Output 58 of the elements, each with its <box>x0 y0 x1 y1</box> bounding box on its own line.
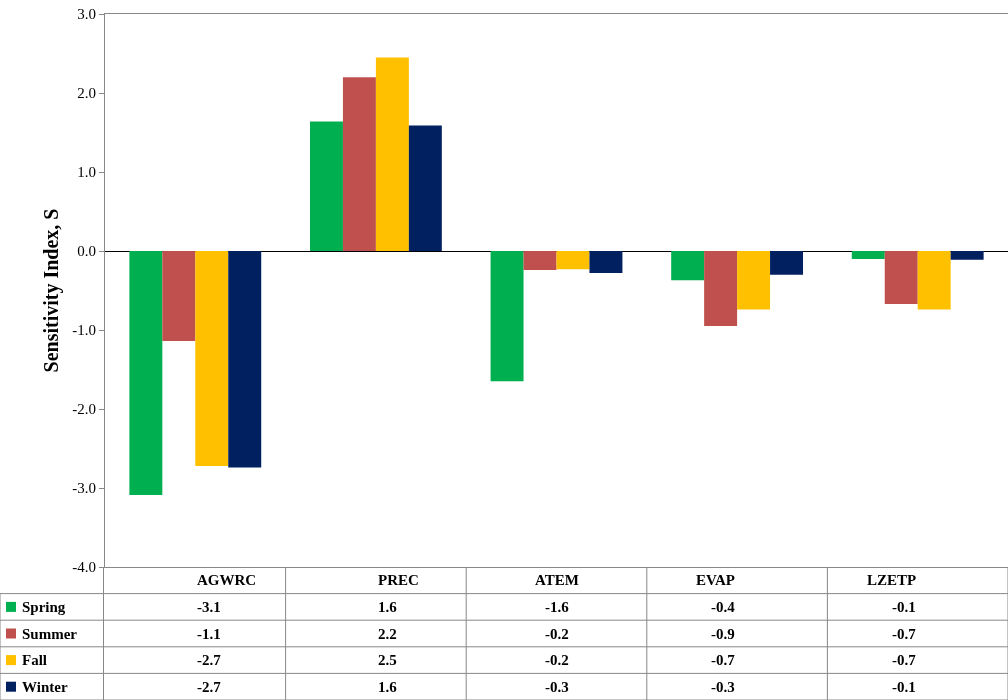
y-tick-label: -3.0 <box>72 480 96 497</box>
data-label: -0.9 <box>711 626 735 642</box>
legend-label: Fall <box>22 652 47 668</box>
bar <box>408 125 442 251</box>
y-tick-label: -4.0 <box>72 559 96 576</box>
data-label: -2.7 <box>197 652 222 668</box>
data-label: -0.2 <box>545 626 569 642</box>
bar <box>523 251 557 270</box>
bar <box>851 251 885 259</box>
legend-label: Winter <box>22 679 68 695</box>
x-tick-label: PREC <box>378 572 419 588</box>
bar <box>917 251 951 310</box>
y-tick-label: -1.0 <box>72 322 96 339</box>
y-tick-label: 2.0 <box>77 85 96 102</box>
bar <box>129 251 163 496</box>
bar <box>342 77 376 251</box>
legend-label: Summer <box>22 626 78 642</box>
data-label: -0.3 <box>545 679 569 695</box>
bar <box>671 251 705 281</box>
data-label: -0.2 <box>545 652 569 668</box>
bar <box>704 251 738 327</box>
bar <box>737 251 771 310</box>
data-label: -1.6 <box>545 599 570 615</box>
data-label: -0.1 <box>892 679 916 695</box>
bar <box>950 251 984 260</box>
data-label: 1.6 <box>378 599 398 615</box>
x-tick-label: ATEM <box>535 572 579 588</box>
x-tick-label: LZETP <box>867 572 917 588</box>
bar <box>884 251 918 304</box>
data-label: -0.4 <box>711 599 736 615</box>
data-label: -1.1 <box>197 626 221 642</box>
data-label: -2.7 <box>197 679 222 695</box>
y-tick-label: -2.0 <box>72 401 96 418</box>
data-label: 1.6 <box>378 679 398 695</box>
data-label: -0.7 <box>892 626 917 642</box>
bar <box>228 251 262 468</box>
bar <box>589 251 623 274</box>
bar <box>490 251 524 382</box>
y-tick-label: 0.0 <box>77 243 96 260</box>
data-label: 2.5 <box>378 652 397 668</box>
data-label: -0.3 <box>711 679 735 695</box>
bar <box>309 121 343 251</box>
y-tick-label: 1.0 <box>77 164 96 181</box>
bar <box>556 251 590 270</box>
data-label: -0.7 <box>892 652 917 668</box>
bar <box>162 251 196 342</box>
y-axis-title: Sensitivity Index, S <box>39 208 63 373</box>
data-label: -0.7 <box>711 652 736 668</box>
bar <box>195 251 229 466</box>
y-tick-label: 3.0 <box>77 6 96 23</box>
x-tick-label: EVAP <box>696 572 735 588</box>
x-tick-label: AGWRC <box>197 572 257 588</box>
data-label: -3.1 <box>197 599 221 615</box>
data-label: -0.1 <box>892 599 916 615</box>
bar <box>375 57 409 251</box>
bar <box>770 251 804 275</box>
data-label: 2.2 <box>378 626 397 642</box>
legend-label: Spring <box>22 599 66 615</box>
